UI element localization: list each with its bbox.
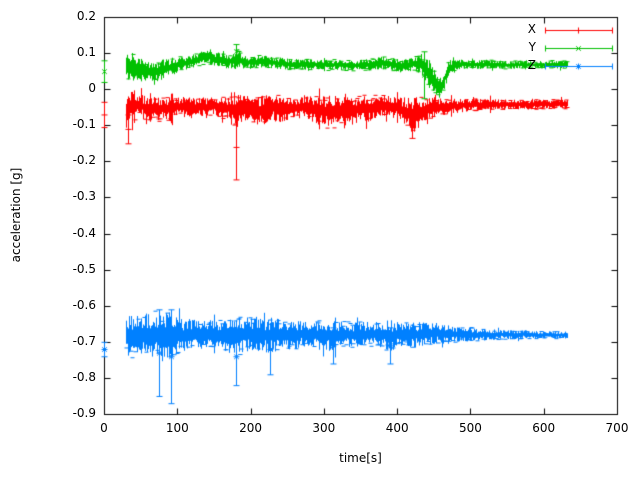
x-tick-label: 200 xyxy=(239,421,263,435)
y-tick-label: -0.3 xyxy=(72,189,96,204)
y-tick-label: 0.2 xyxy=(76,9,96,23)
x-tick-label: 700 xyxy=(605,421,629,435)
x-tick-label: 600 xyxy=(532,421,556,435)
y-tick-label: -0.6 xyxy=(72,297,96,312)
y-axis-title: acceleration [g] xyxy=(9,167,23,263)
x-tick-label: 400 xyxy=(385,421,409,435)
y-tick-label: -0.2 xyxy=(72,153,96,168)
y-tick-label: -0.4 xyxy=(72,225,96,240)
x-tick-label: 100 xyxy=(165,421,189,435)
x-tick-label: 500 xyxy=(458,421,482,435)
y-tick-label: -0.5 xyxy=(72,261,96,276)
x-axis-title: time[s] xyxy=(339,451,382,465)
y-tick-label: 0.1 xyxy=(76,45,96,60)
y-tick-label: -0.9 xyxy=(72,406,96,420)
legend-label-z: Z xyxy=(527,58,536,72)
x-tick-label: 300 xyxy=(312,421,336,435)
x-tick-label: 0 xyxy=(100,421,108,435)
y-tick-label: -0.7 xyxy=(72,333,96,348)
legend-label-y: Y xyxy=(528,40,536,54)
y-tick-label: -0.8 xyxy=(72,369,96,384)
y-tick-label: 0 xyxy=(88,81,96,96)
y-tick-label: -0.1 xyxy=(72,117,96,132)
legend-label-x: X xyxy=(527,22,536,36)
